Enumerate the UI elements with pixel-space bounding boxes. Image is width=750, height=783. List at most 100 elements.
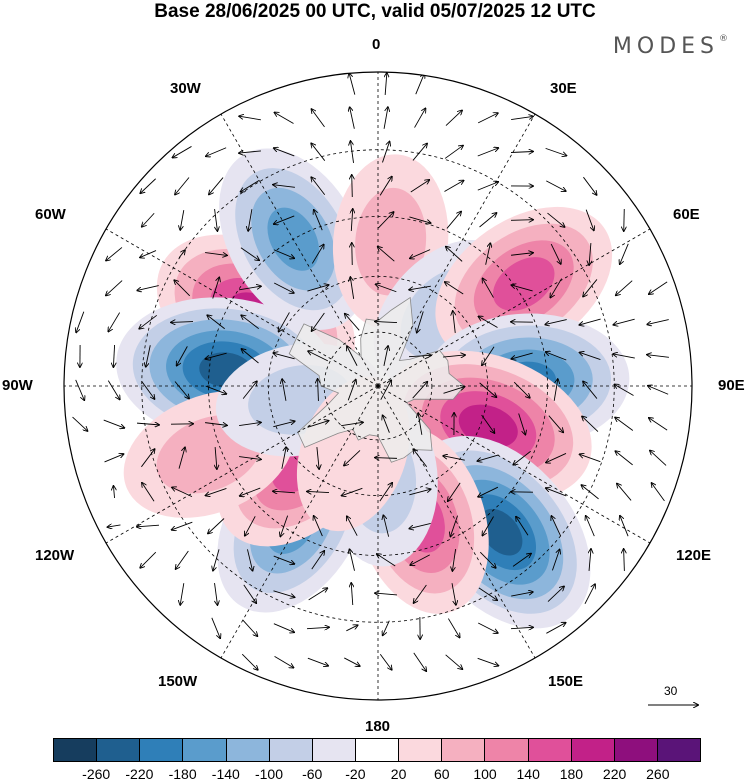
wind-arrow: [274, 112, 294, 124]
wind-arrow: [243, 584, 256, 603]
wind-arrow: [241, 179, 260, 191]
wind-arrow: [410, 554, 430, 565]
wind-arrow: [414, 108, 426, 128]
wind-arrow: [446, 212, 461, 229]
wind-arrow: [352, 243, 353, 266]
wind-arrow: [650, 451, 667, 466]
wind-arrow: [108, 525, 121, 527]
colorbar-tick-label: -220: [125, 766, 154, 782]
wind-arrow: [582, 416, 599, 432]
wind-arrow: [613, 354, 635, 359]
wind-arrow: [318, 379, 319, 402]
wind-arrow: [311, 109, 325, 128]
wind-arrow: [308, 351, 329, 362]
wind-arrow: [383, 346, 388, 366]
wind-arrow: [140, 178, 156, 193]
map-title: Base 28/06/2025 00 UTC, valid 05/07/2025…: [154, 1, 596, 22]
wind-arrow: [205, 385, 227, 394]
wind-arrow: [580, 352, 601, 360]
wind-arrow: [349, 73, 356, 95]
colorbar-swatch-9: [442, 739, 486, 761]
wind-arrow: [510, 152, 533, 153]
lon-label-90w: 90W: [2, 377, 33, 394]
wind-arrow: [546, 453, 567, 462]
anomaly-contour: [478, 508, 523, 556]
wind-arrow: [106, 247, 123, 260]
reference-vector-label: 30: [664, 684, 678, 698]
wind-arrow: [443, 456, 465, 461]
wind-arrow: [103, 419, 125, 428]
wind-arrow: [583, 176, 596, 195]
wind-arrow: [451, 583, 456, 605]
wind-arrow: [585, 209, 594, 231]
wind-arrow: [274, 656, 294, 667]
wind-arrow: [108, 312, 121, 332]
wind-arrow: [414, 584, 427, 603]
wind-arrow: [317, 447, 319, 469]
wind-arrow: [375, 593, 397, 595]
lon-label-30e: 30E: [550, 80, 577, 97]
wind-arrow: [511, 285, 533, 292]
wind-arrow: [418, 413, 423, 435]
wind-arrow: [483, 278, 494, 298]
wind-arrow: [410, 180, 429, 193]
wind-arrow: [273, 353, 295, 360]
wind-arrow: [314, 210, 323, 231]
wind-arrow: [274, 148, 295, 157]
wind-arrow: [516, 517, 529, 536]
wind-arrow: [180, 210, 185, 230]
wind-arrow: [584, 584, 595, 604]
wind-arrow: [242, 349, 259, 364]
map-boundary: [63, 71, 693, 701]
wind-arrow: [477, 182, 498, 191]
wind-arrow: [412, 382, 428, 399]
wind-arrow: [104, 454, 124, 463]
anomaly-contour: [355, 187, 427, 296]
modes-logo: MODES®: [613, 34, 728, 59]
wind-arrow: [385, 73, 387, 96]
wind-arrow: [241, 315, 260, 330]
wind-arrow: [350, 141, 354, 163]
wind-arrow: [307, 657, 328, 666]
wind-arrow: [545, 319, 567, 325]
colorbar-tick-label: -60: [302, 766, 323, 782]
lon-label-150w: 150W: [158, 673, 198, 690]
colorbar-tick-label: -140: [211, 766, 240, 782]
wind-arrow: [376, 284, 397, 293]
wind-arrow: [242, 381, 257, 399]
colorbar-swatch-4: [226, 739, 270, 761]
wind-arrow: [380, 380, 391, 400]
wind-arrow: [375, 458, 398, 459]
wind-arrow: [307, 285, 328, 292]
wind-arrow: [379, 483, 392, 502]
colorbar-swatch-8: [399, 739, 443, 761]
lon-label-30w: 30W: [170, 80, 201, 97]
wind-arrow: [410, 249, 431, 259]
graticule: [64, 72, 692, 700]
colorbar-swatch-5: [269, 739, 313, 761]
wind-arrow: [647, 319, 669, 325]
wind-arrow: [448, 482, 461, 501]
colorbar-labels: -260 -220 -180 -140 -100 -60 -20 20 60 100 140 180 2…: [53, 766, 701, 782]
lon-label-0: 0: [372, 36, 381, 53]
wind-arrow: [444, 181, 463, 192]
wind-arrow: [409, 285, 431, 290]
registered-mark: ®: [719, 34, 728, 44]
wind-arrow: [136, 423, 159, 425]
wind-arrow: [240, 247, 259, 260]
wind-arrow: [208, 518, 225, 533]
wind-arrow: [350, 107, 355, 129]
wind-arrow: [206, 147, 227, 157]
wind-arrow: [142, 483, 155, 502]
wind-arrow: [178, 447, 185, 469]
wind-arrow: [351, 209, 352, 232]
wind-arrow: [452, 549, 457, 571]
wind-arrow: [279, 312, 290, 331]
wind-arrow: [113, 486, 114, 499]
wind-arrow: [443, 387, 465, 394]
wind-arrow: [510, 627, 533, 628]
wind-arrow: [445, 110, 462, 126]
wind-arrow: [209, 177, 224, 195]
wind-arrow: [615, 417, 634, 431]
wind-arrow: [616, 280, 633, 296]
